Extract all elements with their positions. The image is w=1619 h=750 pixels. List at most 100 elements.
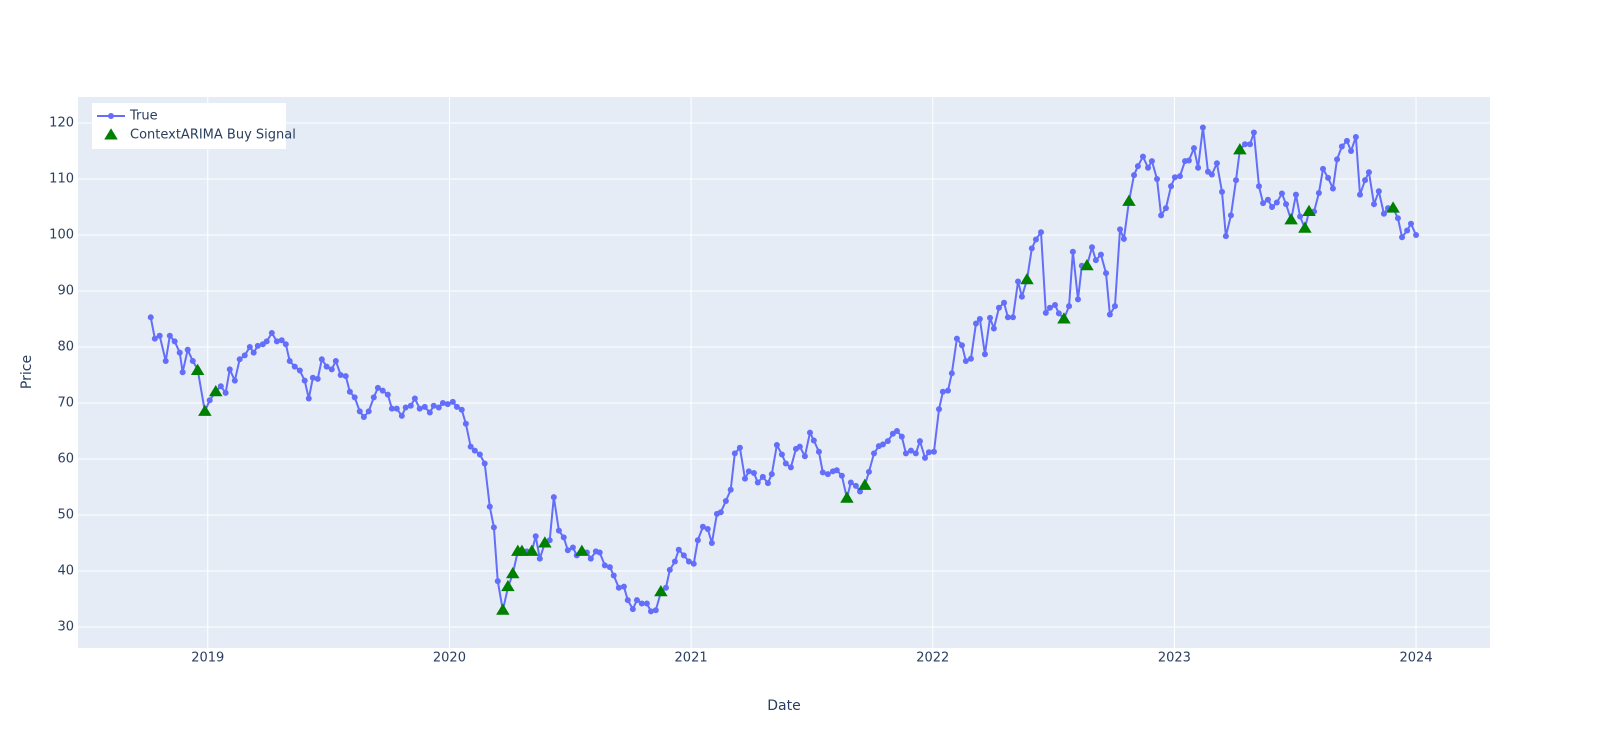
point-marker	[236, 356, 243, 363]
point-marker	[939, 388, 946, 395]
point-marker	[990, 325, 997, 332]
plot-area	[78, 97, 1490, 648]
point-marker	[857, 488, 864, 495]
point-marker	[1325, 174, 1332, 181]
point-marker	[1260, 200, 1267, 207]
point-marker	[462, 420, 469, 427]
point-marker	[365, 408, 372, 415]
legend-symbol	[108, 113, 114, 119]
point-marker	[1380, 210, 1387, 217]
point-marker	[685, 558, 692, 565]
point-marker	[912, 450, 919, 457]
x-tick-label: 2024	[1400, 651, 1433, 666]
point-marker	[1227, 212, 1234, 219]
point-marker	[981, 351, 988, 358]
point-marker	[1001, 299, 1008, 306]
legend-label: ContextARIMA Buy Signal	[130, 128, 296, 143]
point-marker	[356, 408, 363, 415]
point-marker	[166, 332, 173, 339]
point-marker	[1117, 226, 1124, 233]
grid: 30 40 50 60 70 80 90 100 110 120 2019 2020 2021 2022 2…	[49, 97, 1490, 666]
point-marker	[402, 404, 409, 411]
signal-marker	[575, 544, 589, 556]
point-marker	[1145, 164, 1152, 171]
point-marker	[879, 441, 886, 448]
point-marker	[1399, 234, 1406, 241]
point-marker	[1315, 189, 1322, 196]
point-marker	[596, 549, 603, 556]
point-marker	[958, 342, 965, 349]
point-marker	[171, 338, 178, 345]
point-marker	[1106, 311, 1113, 318]
point-marker	[1365, 169, 1372, 176]
point-marker	[301, 377, 308, 384]
point-marker	[254, 342, 261, 349]
point-marker	[449, 398, 456, 405]
point-marker	[1066, 303, 1073, 310]
point-marker	[323, 363, 330, 370]
point-marker	[1371, 201, 1378, 208]
point-marker	[1032, 236, 1039, 243]
point-marker	[184, 346, 191, 353]
point-marker	[884, 438, 891, 445]
point-marker	[1153, 175, 1160, 182]
point-marker	[778, 451, 785, 458]
point-marker	[151, 335, 158, 342]
point-marker	[222, 389, 229, 396]
point-marker	[806, 429, 813, 436]
point-marker	[268, 329, 275, 336]
point-marker	[754, 479, 761, 486]
point-marker	[1199, 124, 1206, 131]
signal-marker	[654, 584, 668, 597]
point-marker	[1338, 143, 1345, 150]
point-marker	[162, 357, 169, 364]
signal-marker	[1057, 312, 1071, 324]
point-marker	[815, 448, 822, 455]
point-marker	[555, 527, 562, 534]
point-marker	[916, 438, 923, 445]
x-tick-label: 2022	[916, 651, 949, 666]
y-tick-label: 40	[57, 563, 74, 578]
point-marker	[1158, 212, 1165, 219]
point-marker	[782, 460, 789, 467]
point-marker	[1273, 199, 1280, 206]
point-marker	[360, 413, 367, 420]
point-marker	[189, 357, 196, 364]
point-marker	[759, 473, 766, 480]
point-marker	[282, 341, 289, 348]
point-marker	[680, 552, 687, 559]
point-marker	[1018, 293, 1025, 300]
point-marker	[318, 356, 325, 363]
point-marker	[727, 486, 734, 493]
point-marker	[801, 453, 808, 460]
point-marker	[421, 403, 428, 410]
signal-marker	[501, 579, 515, 592]
point-marker	[435, 404, 442, 411]
legend-symbol	[104, 128, 118, 140]
point-marker	[694, 537, 701, 544]
signal-marker	[1020, 273, 1034, 285]
point-marker	[1190, 145, 1197, 152]
point-marker	[1375, 188, 1382, 195]
signal-marker	[858, 478, 872, 490]
point-marker	[246, 343, 253, 350]
point-marker	[638, 600, 645, 607]
point-marker	[633, 597, 640, 604]
point-marker	[560, 534, 567, 541]
x-tick-label: 2021	[675, 651, 708, 666]
point-marker	[930, 448, 937, 455]
point-marker	[458, 406, 465, 413]
signal-marker	[1386, 201, 1400, 213]
point-marker	[337, 371, 344, 378]
point-marker	[494, 578, 501, 585]
point-marker	[587, 555, 594, 562]
point-marker	[1352, 133, 1359, 140]
point-marker	[1074, 296, 1081, 303]
point-marker	[564, 547, 571, 554]
point-marker	[179, 369, 186, 376]
signal-marker	[1080, 259, 1094, 271]
point-marker	[206, 397, 213, 404]
y-tick-label: 60	[57, 451, 74, 466]
point-marker	[624, 597, 631, 604]
